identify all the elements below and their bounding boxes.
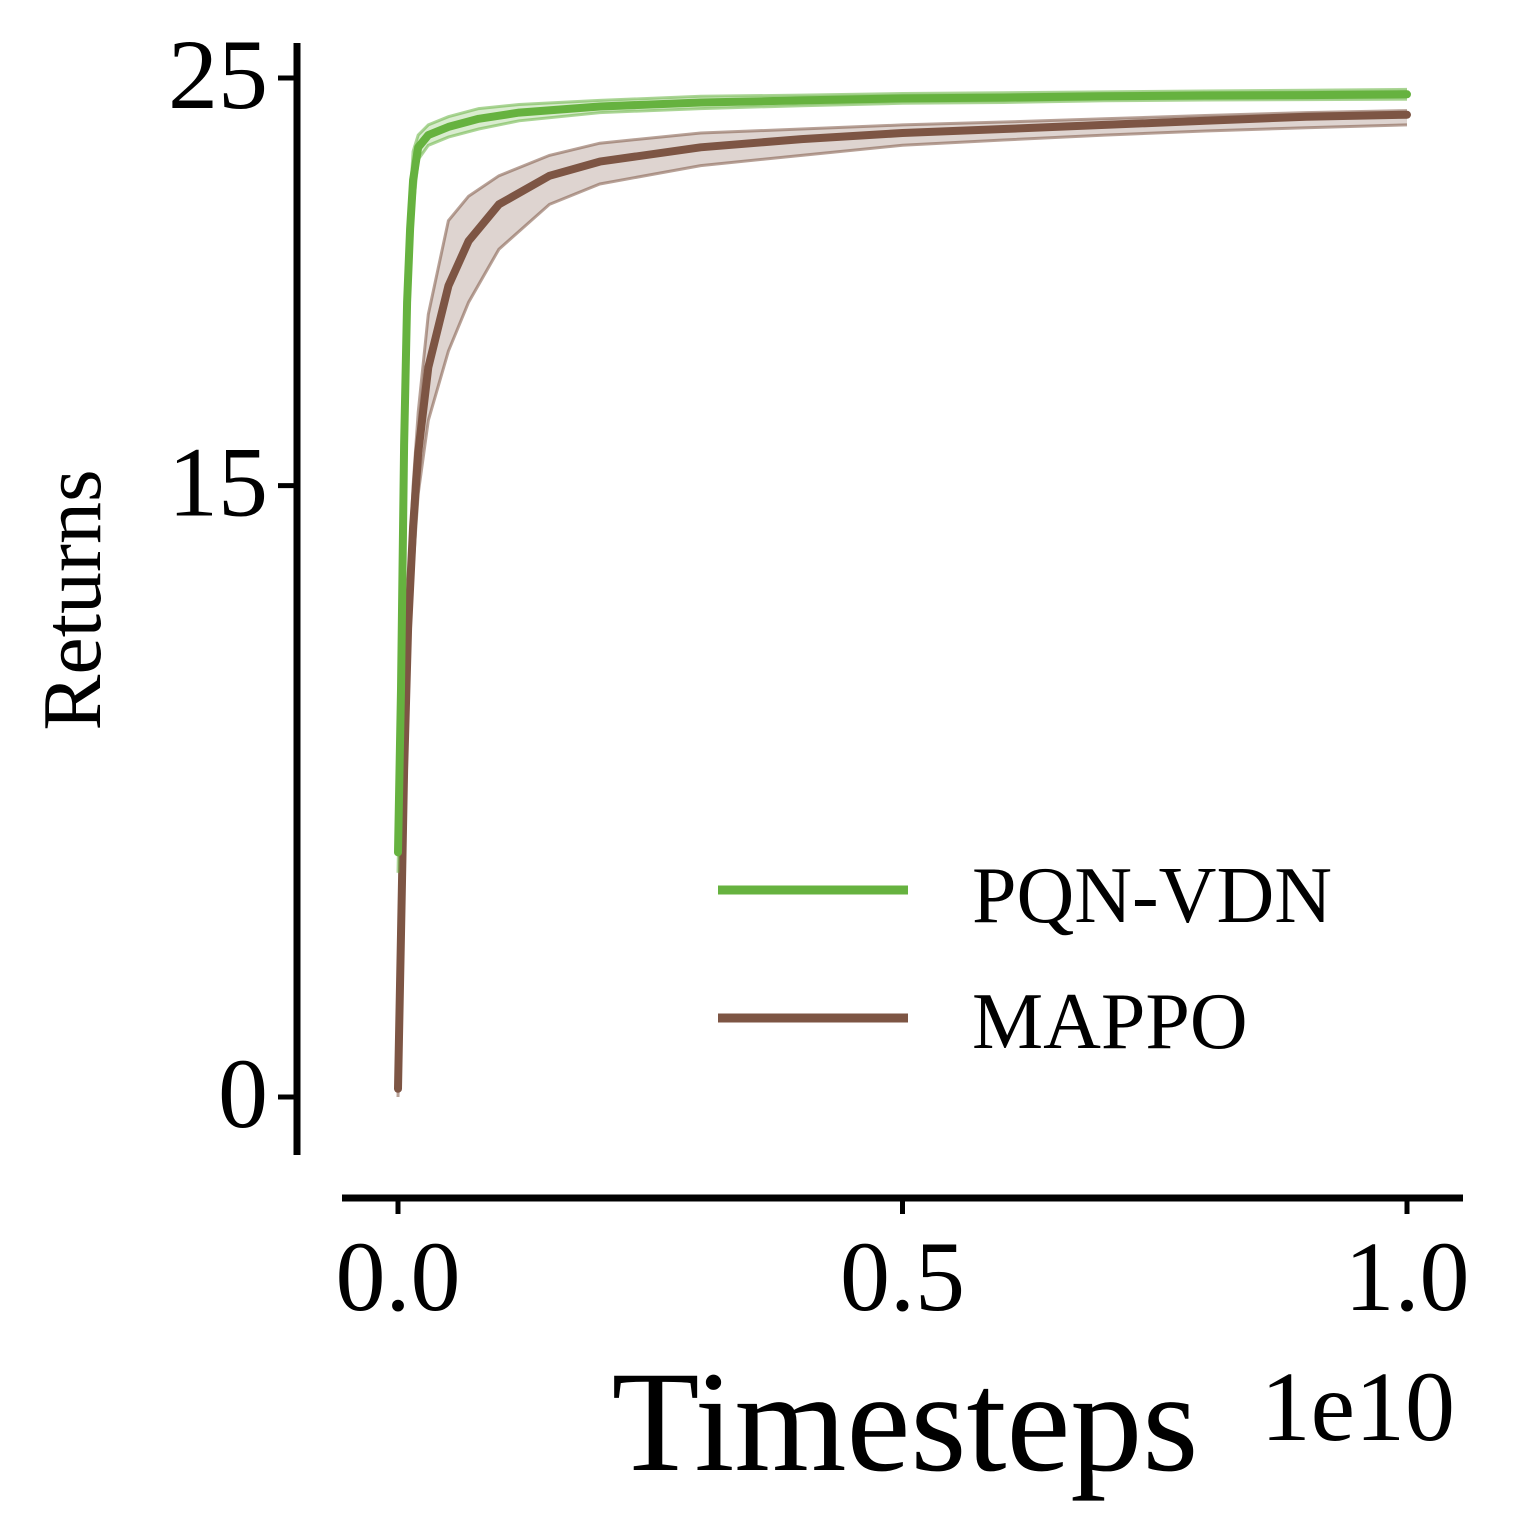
series-lines [394,87,1411,1098]
y-tick-label-15: 15 [168,427,268,538]
x-ticks: 0.0 0.5 1.0 [336,1198,1470,1332]
legend: PQN-VDN MAPPO [718,852,1332,1066]
y-tick-label-0: 0 [218,1038,268,1149]
band-mappo [398,110,1407,1098]
x-axis-label: Timesteps [612,1343,1199,1502]
y-axis-label: Returns [26,469,119,730]
series-line-pqn-vdn [394,90,1411,857]
band-pqn-vdn [398,89,1407,873]
y-tick-label-25: 25 [168,19,268,130]
band-edge-lower-mappo [396,123,1408,1098]
legend-label-pqn-vdn: PQN-VDN [972,852,1332,940]
series-line-mappo [394,110,1411,1093]
band-edge-lower-pqn-vdn [396,97,1408,873]
x-tick-label-2: 1.0 [1345,1221,1470,1332]
x-tick-label-0: 0.0 [336,1221,461,1332]
legend-label-mappo: MAPPO [972,978,1248,1066]
y-ticks: 0 15 25 [168,19,297,1149]
confidence-bands [398,89,1407,1098]
x-axis-offset-label: 1e10 [1261,1351,1455,1462]
x-tick-label-1: 0.5 [840,1221,965,1332]
